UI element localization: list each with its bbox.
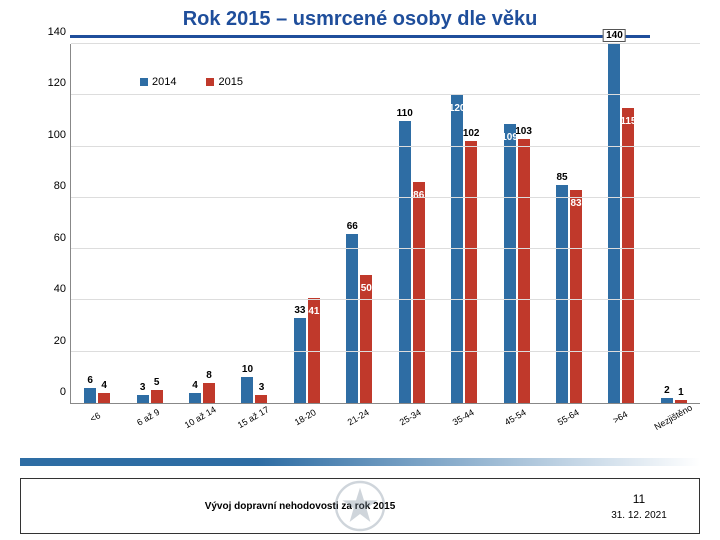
bar: 33 xyxy=(294,318,306,403)
bar-value-label: 102 xyxy=(463,128,480,139)
bar-value-label: 140 xyxy=(603,29,626,42)
bar: 6 xyxy=(84,388,96,403)
bar-value-label: 6 xyxy=(87,375,93,386)
bar: 83 xyxy=(570,190,582,403)
bar: 115 xyxy=(622,108,634,403)
y-tick-label: 60 xyxy=(54,232,66,244)
bar-group: 10 3 xyxy=(228,44,280,403)
grid-line xyxy=(71,43,700,44)
bar-group: 11086 xyxy=(386,44,438,403)
grid-line xyxy=(71,351,700,352)
bar-value-label: 10 xyxy=(242,364,253,375)
title-underline xyxy=(70,35,650,38)
bar-value-label: 2 xyxy=(664,385,670,396)
bar-value-label: 110 xyxy=(397,108,413,119)
bar-group: 3341 xyxy=(281,44,333,403)
bar: 85 xyxy=(556,185,568,403)
bar: 140 xyxy=(608,44,620,403)
chart-area: 20142015 020406080100120140 643548103334… xyxy=(40,44,700,434)
bar-group: 64 xyxy=(71,44,123,403)
bar-value-label: 8 xyxy=(206,370,212,381)
slide: { "title": { "text": "Rok 2015 – usmrcen… xyxy=(0,0,720,540)
bar-value-label: 33 xyxy=(294,305,305,316)
y-axis: 020406080100120140 xyxy=(40,44,70,404)
y-tick-label: 120 xyxy=(48,77,66,89)
bar-group: 48 xyxy=(176,44,228,403)
bar-value-label: 120 xyxy=(449,103,466,114)
bar-group: 8583 xyxy=(543,44,595,403)
bar: 102 xyxy=(465,141,477,403)
bar-group: 35 xyxy=(123,44,175,403)
bar: 109 xyxy=(504,124,516,404)
footer: Vývoj dopravní nehodovosti za rok 2015 1… xyxy=(20,478,700,534)
footer-meta: 11 31. 12. 2021 xyxy=(579,492,699,521)
police-badge-icon xyxy=(320,478,400,534)
bar-value-label: 50 xyxy=(361,283,372,294)
grid-line xyxy=(71,299,700,300)
y-tick-label: 140 xyxy=(48,26,66,38)
bar: 50 xyxy=(360,275,372,403)
bar-value-label: 115 xyxy=(620,116,636,127)
bar-value-label: 41 xyxy=(308,306,319,317)
bar-value-label: 83 xyxy=(570,198,581,209)
grid-line xyxy=(71,94,700,95)
grid-line xyxy=(71,146,700,147)
bar-value-label: 5 xyxy=(154,377,160,388)
bar-group: 109103 xyxy=(490,44,542,403)
y-tick-label: 40 xyxy=(54,283,66,295)
bar: 110 xyxy=(399,121,411,403)
bar-value-label: 103 xyxy=(515,126,532,137)
decorative-stripe xyxy=(20,458,700,466)
y-tick-label: 0 xyxy=(60,386,66,398)
page-number: 11 xyxy=(579,492,699,506)
grid-line xyxy=(71,248,700,249)
footer-date: 31. 12. 2021 xyxy=(579,510,699,521)
bars-container: 6435481033341665011086120102109103858314… xyxy=(71,44,700,403)
y-tick-label: 100 xyxy=(48,129,66,141)
bar-group: 21 xyxy=(648,44,700,403)
x-axis: <66 až 910 až 1415 až 1718-2021-2425-343… xyxy=(70,404,700,434)
bar-value-label: 3 xyxy=(259,382,265,393)
bar-value-label: 66 xyxy=(347,221,358,232)
grid-line xyxy=(71,197,700,198)
y-tick-label: 80 xyxy=(54,180,66,192)
bar-value-label: 85 xyxy=(556,172,567,183)
bar: 10 xyxy=(241,377,253,403)
footer-caption: Vývoj dopravní nehodovosti za rok 2015 xyxy=(21,501,579,512)
bar-value-label: 4 xyxy=(101,380,107,391)
plot-area: 6435481033341665011086120102109103858314… xyxy=(70,44,700,404)
y-tick-label: 20 xyxy=(54,335,66,347)
bar-value-label: 4 xyxy=(192,380,198,391)
bar-group: 140115 xyxy=(595,44,647,403)
bar-value-label: 3 xyxy=(140,382,146,393)
bar: 86 xyxy=(413,182,425,403)
bar: 66 xyxy=(346,234,358,403)
bar-group: 6650 xyxy=(333,44,385,403)
bar-group: 120 102 xyxy=(438,44,490,403)
bar: 103 xyxy=(518,139,530,403)
